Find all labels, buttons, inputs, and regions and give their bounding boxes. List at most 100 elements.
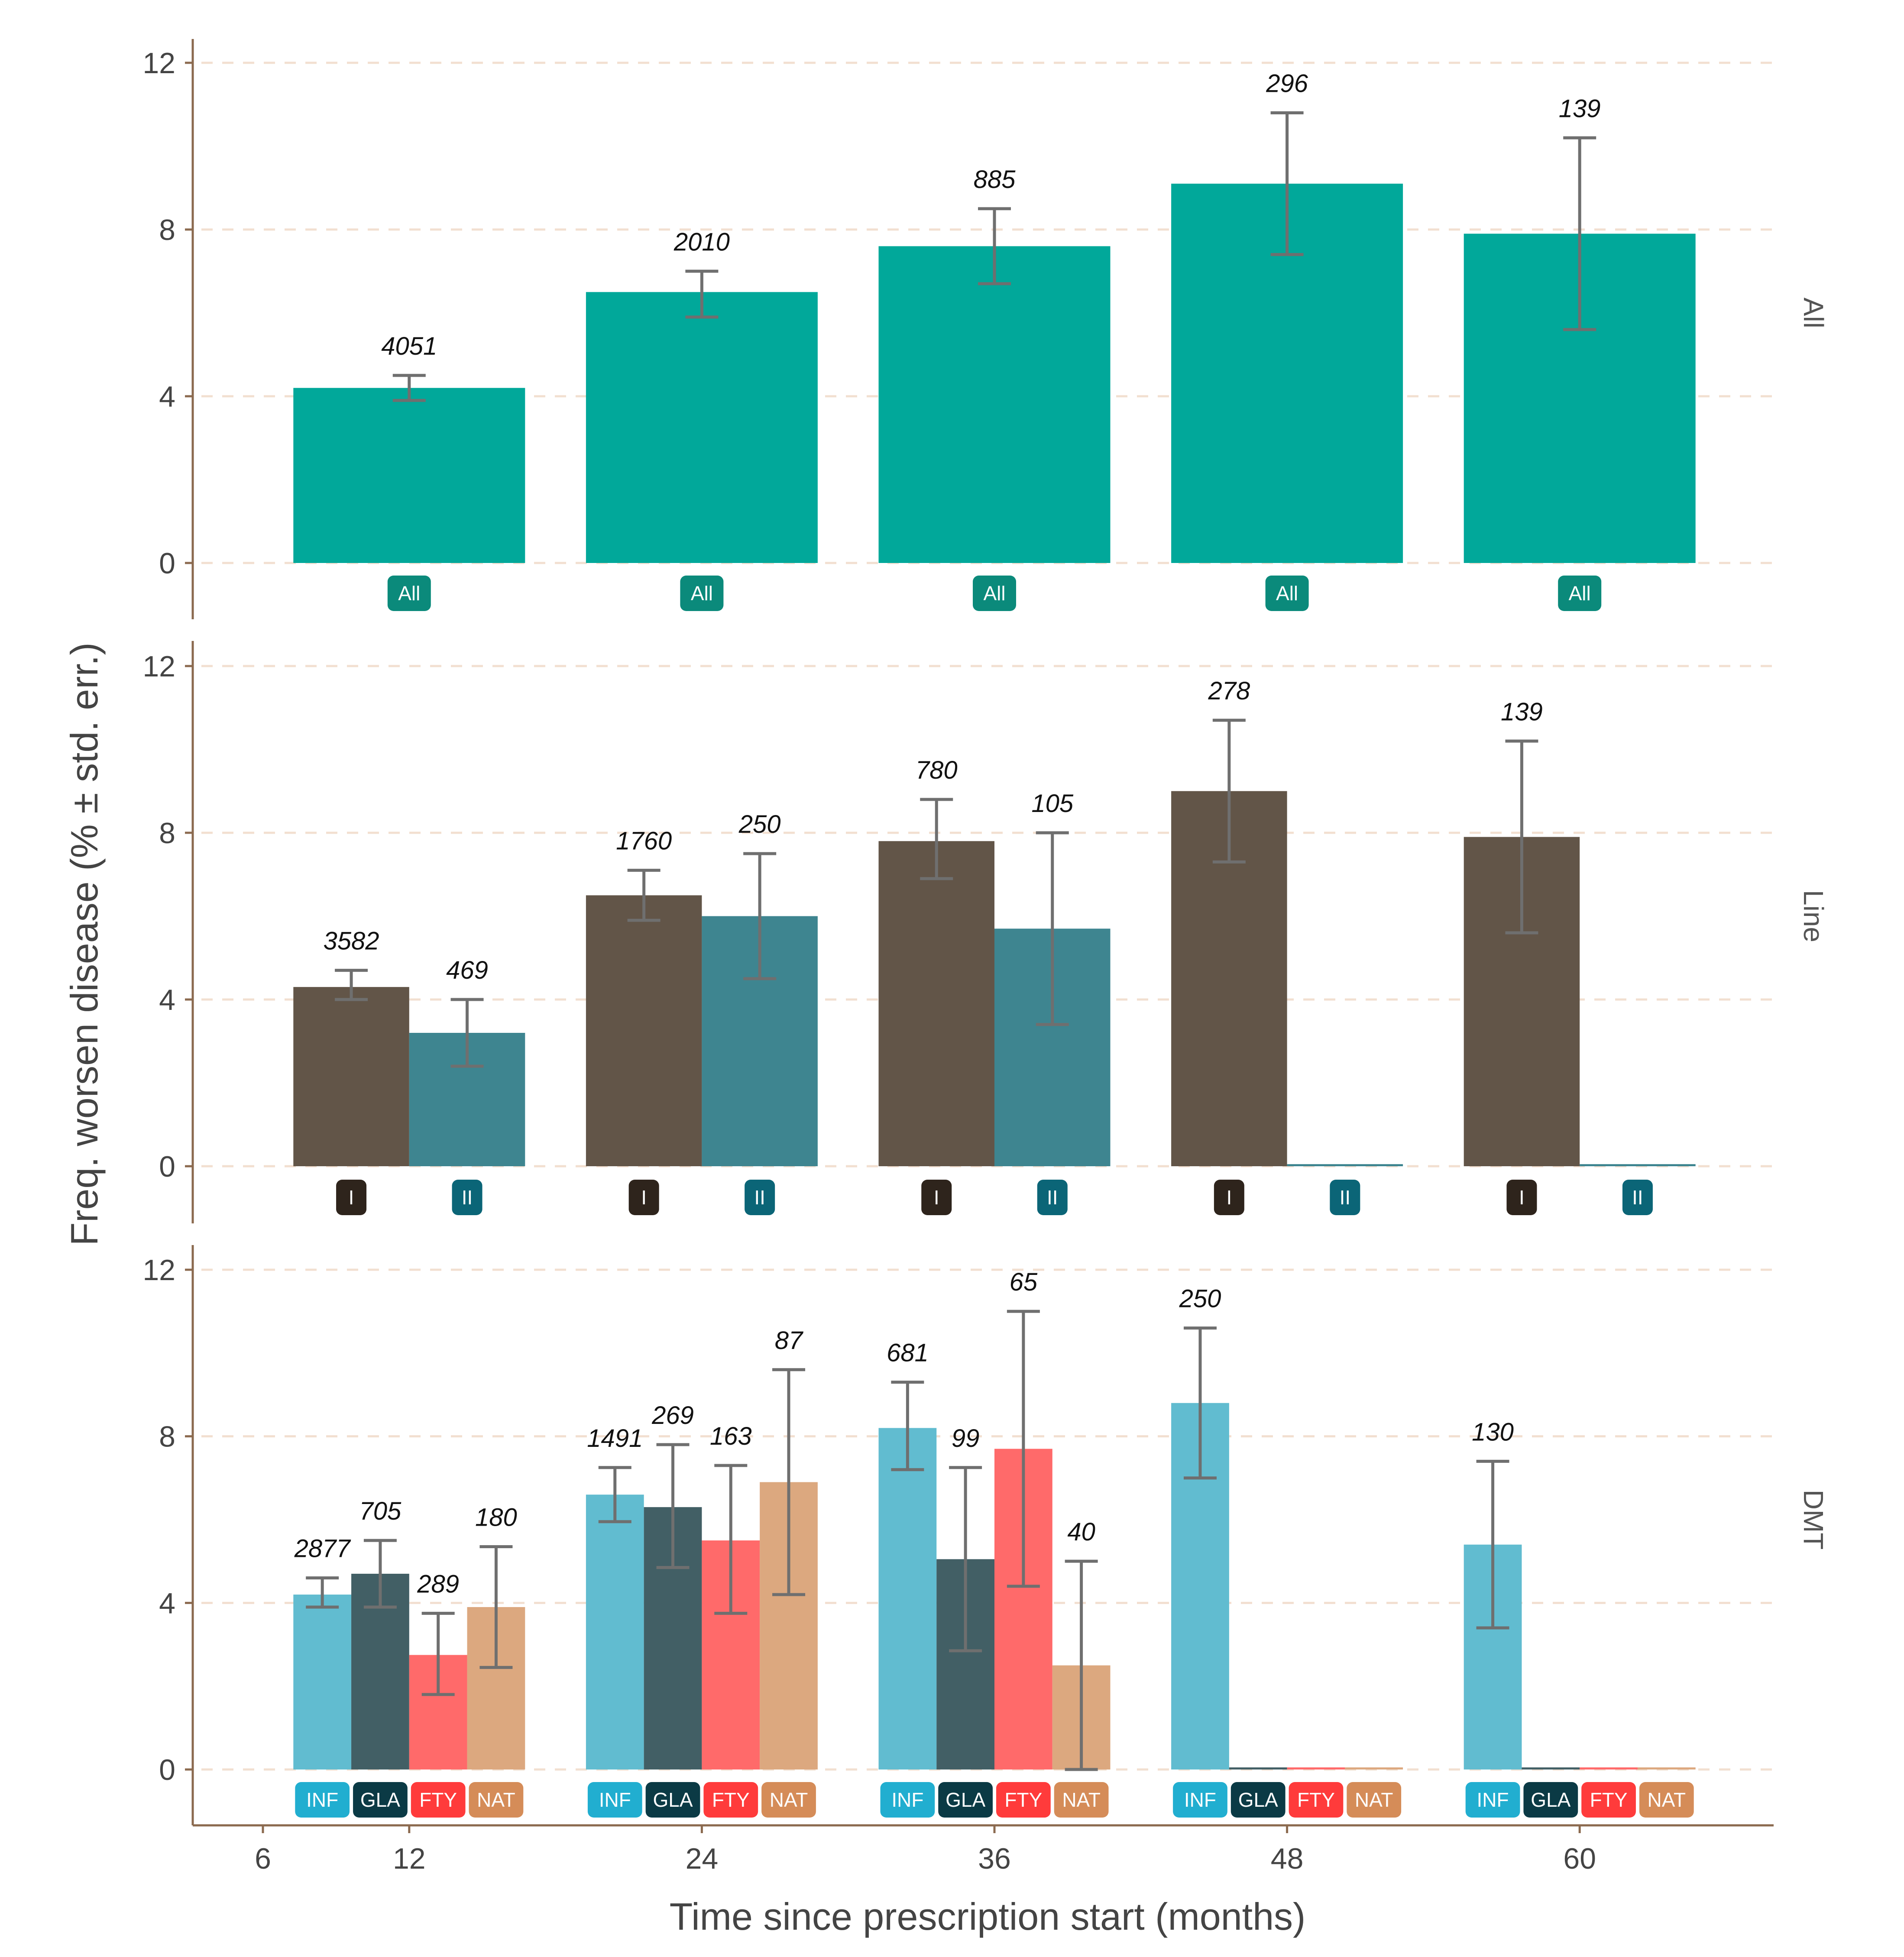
- sample-size-label: 139: [1501, 698, 1543, 726]
- group-badge: [1465, 1782, 1520, 1818]
- group-badge-label: INF: [891, 1789, 923, 1811]
- group-badge: [411, 1782, 466, 1818]
- sample-size-label: 99: [952, 1424, 980, 1452]
- bar-ii: [1287, 1164, 1403, 1166]
- group-badge: [1037, 1180, 1068, 1215]
- group-badge-label: GLA: [946, 1789, 985, 1811]
- y-tick-label: 4: [159, 380, 175, 413]
- group-badge-label: NAT: [770, 1789, 808, 1811]
- group-badge: [587, 1782, 642, 1818]
- group-badge-label: I: [1519, 1186, 1525, 1209]
- bar-gla: [1229, 1767, 1287, 1769]
- sample-size-label: 40: [1067, 1518, 1095, 1546]
- y-tick-label: 0: [159, 547, 175, 580]
- group-badge: [973, 576, 1016, 611]
- y-axis-title: Freq. worsen disease (% ± std. err.): [63, 642, 106, 1245]
- sample-size-label: 250: [1179, 1285, 1221, 1313]
- sample-size-label: 1491: [587, 1424, 643, 1452]
- sample-size-label: 681: [887, 1339, 929, 1367]
- bar-ii: [1580, 1164, 1696, 1166]
- bar-nat: [1345, 1767, 1403, 1769]
- group-badge: [880, 1782, 935, 1818]
- y-tick-label: 8: [159, 213, 175, 246]
- group-badge: [1330, 1180, 1360, 1215]
- x-axis: 6 12 24 36 48 60: [193, 1824, 1774, 1875]
- bar-i: [586, 895, 702, 1166]
- y-tick-label: 4: [159, 1587, 175, 1620]
- sample-size-label: 180: [475, 1504, 517, 1532]
- group-badge-label: GLA: [653, 1789, 693, 1811]
- group-badge-label: I: [349, 1186, 354, 1209]
- group-badge: [1558, 576, 1602, 611]
- bar-all: [878, 246, 1111, 563]
- group-badge: [1265, 576, 1309, 611]
- bar-inf: [878, 1428, 937, 1769]
- sample-size-label: 469: [446, 956, 488, 984]
- y-tick-label: 0: [159, 1753, 175, 1786]
- x-tick-label: 36: [978, 1842, 1011, 1875]
- group-badge: [336, 1180, 367, 1215]
- group-badge: [452, 1180, 482, 1215]
- group-badge-label: II: [462, 1186, 473, 1209]
- group-badge: [1173, 1782, 1227, 1818]
- sample-size-label: 2010: [674, 228, 730, 256]
- panel-line: 04812Line3582I469II1760I250II780I105II27…: [142, 641, 1829, 1223]
- x-tick-label: 60: [1563, 1842, 1596, 1875]
- y-tick-label: 12: [142, 47, 175, 80]
- facet-strip-label: All: [1798, 298, 1829, 328]
- group-badge: [996, 1782, 1051, 1818]
- group-badge: [353, 1782, 408, 1818]
- x-tick-label: 24: [686, 1842, 719, 1875]
- group-badge: [628, 1180, 659, 1215]
- group-badge: [295, 1782, 350, 1818]
- group-badge-label: I: [641, 1186, 647, 1209]
- group-badge-label: GLA: [1238, 1789, 1278, 1811]
- sample-size-label: 139: [1559, 94, 1601, 123]
- group-badge-label: INF: [306, 1789, 338, 1811]
- x-tick-label: 48: [1271, 1842, 1304, 1875]
- bar-i: [878, 841, 994, 1166]
- group-badge-label: NAT: [1355, 1789, 1393, 1811]
- group-badge-label: All: [398, 582, 420, 605]
- group-badge: [761, 1782, 816, 1818]
- group-badge-label: All: [691, 582, 713, 605]
- group-badge: [938, 1782, 993, 1818]
- bar-inf: [586, 1494, 644, 1769]
- group-badge-label: INF: [1477, 1789, 1509, 1811]
- group-badge: [1347, 1782, 1402, 1818]
- group-badge: [921, 1180, 952, 1215]
- group-badge: [1523, 1782, 1578, 1818]
- group-badge: [1581, 1782, 1636, 1818]
- panel-dmt: 0 4 8 12 DMT 2877 INF 705 GLA 289 FTY 180 NAT 1491 INF…: [142, 1245, 1829, 1825]
- group-badge-label: All: [1276, 582, 1298, 605]
- bar-all: [293, 388, 525, 563]
- group-badge: [387, 576, 431, 611]
- sample-size-label: 278: [1208, 677, 1250, 705]
- sample-size-label: 87: [775, 1326, 804, 1355]
- y-tick-label: 8: [159, 817, 175, 850]
- sample-size-label: 65: [1010, 1268, 1038, 1296]
- sample-size-label: 4051: [381, 332, 437, 360]
- group-badge-label: INF: [599, 1789, 631, 1811]
- panel-all: 0 4 8 12 All 4051 All 2010 All 885 All 296 All 139 All: [142, 39, 1829, 619]
- sample-size-label: 289: [417, 1570, 459, 1598]
- group-badge-label: NAT: [477, 1789, 515, 1811]
- y-tick-label: 12: [142, 1254, 175, 1287]
- sample-size-label: 296: [1266, 70, 1308, 98]
- sample-size-label: 105: [1031, 789, 1074, 818]
- group-badge: [469, 1782, 524, 1818]
- bar-nat: [1637, 1767, 1696, 1769]
- sample-size-label: 780: [916, 756, 958, 784]
- bar-all: [586, 292, 818, 563]
- y-tick-label: 0: [159, 1150, 175, 1183]
- group-badge-label: FTY: [419, 1789, 457, 1811]
- bar-fty: [1287, 1767, 1345, 1769]
- group-badge: [745, 1180, 775, 1215]
- group-badge-label: I: [1226, 1186, 1232, 1209]
- sample-size-label: 885: [974, 165, 1016, 194]
- facet-strip-label: DMT: [1798, 1490, 1829, 1550]
- sample-size-label: 163: [710, 1422, 752, 1450]
- group-badge: [1639, 1782, 1694, 1818]
- group-badge-label: FTY: [1004, 1789, 1042, 1811]
- chart-panels: 0 4 8 12 All 4051 All 2010 All 885 All 296 All 139 All…: [142, 39, 1829, 1825]
